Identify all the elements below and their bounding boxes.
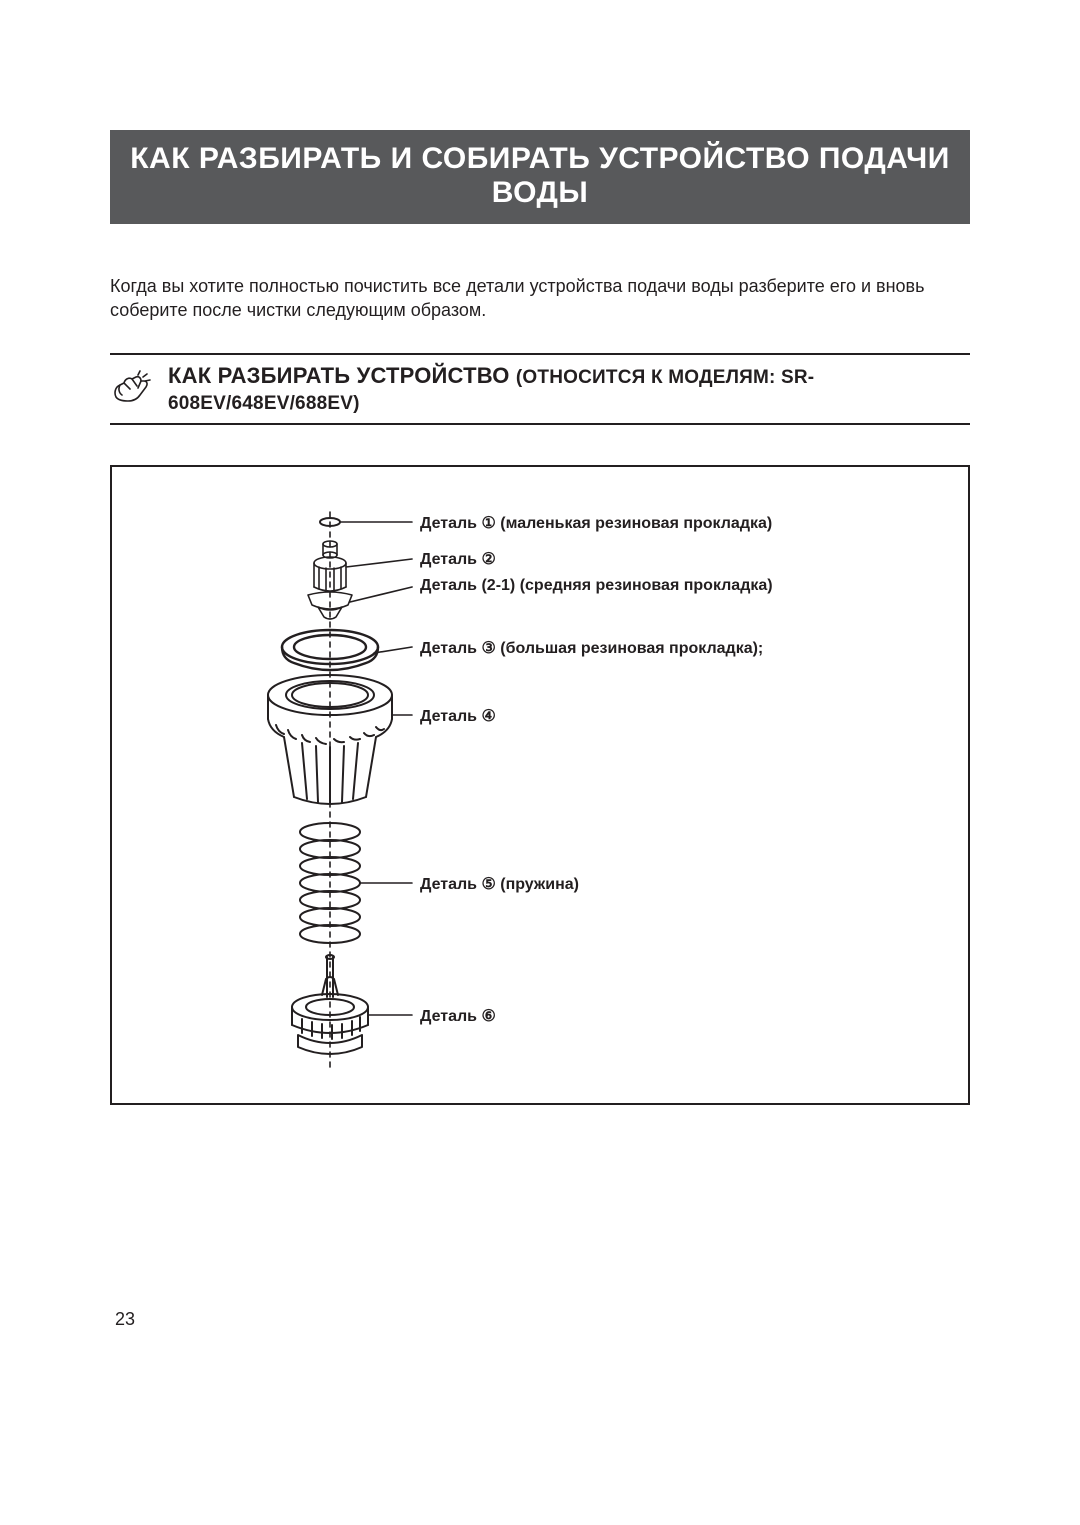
intro-text: Когда вы хотите полностью почистить все … <box>110 274 970 323</box>
page-number: 23 <box>115 1309 135 1330</box>
page-title-bar: КАК РАЗБИРАТЬ И СОБИРАТЬ УСТРОЙСТВО ПОДА… <box>110 130 970 224</box>
label-part-2-1: Деталь (2-1) (средняя резиновая прокладк… <box>420 577 773 595</box>
label-part-1: Деталь ① (маленькая резиновая прокладка) <box>420 513 772 533</box>
exploded-diagram: Деталь ① (маленькая резиновая прокладка)… <box>110 465 970 1105</box>
label-part-6: Деталь ⑥ <box>420 1006 496 1026</box>
section-header-text: КАК РАЗБИРАТЬ УСТРОЙСТВО (ОТНОСИТСЯ К МО… <box>168 363 970 415</box>
label-part-2: Деталь ② <box>420 549 496 569</box>
section-header: КАК РАЗБИРАТЬ УСТРОЙСТВО (ОТНОСИТСЯ К МО… <box>110 353 970 425</box>
section-main: КАК РАЗБИРАТЬ УСТРОЙСТВО <box>168 363 510 388</box>
diagram-svg <box>112 467 968 1103</box>
label-part-5: Деталь ⑤ (пружина) <box>420 874 579 894</box>
page: КАК РАЗБИРАТЬ И СОБИРАТЬ УСТРОЙСТВО ПОДА… <box>0 0 1080 1105</box>
label-part-3: Деталь ③ (большая резиновая прокладка); <box>420 638 763 658</box>
label-part-4: Деталь ④ <box>420 706 496 726</box>
hand-icon <box>110 367 154 411</box>
page-title: КАК РАЗБИРАТЬ И СОБИРАТЬ УСТРОЙСТВО ПОДА… <box>130 142 950 209</box>
